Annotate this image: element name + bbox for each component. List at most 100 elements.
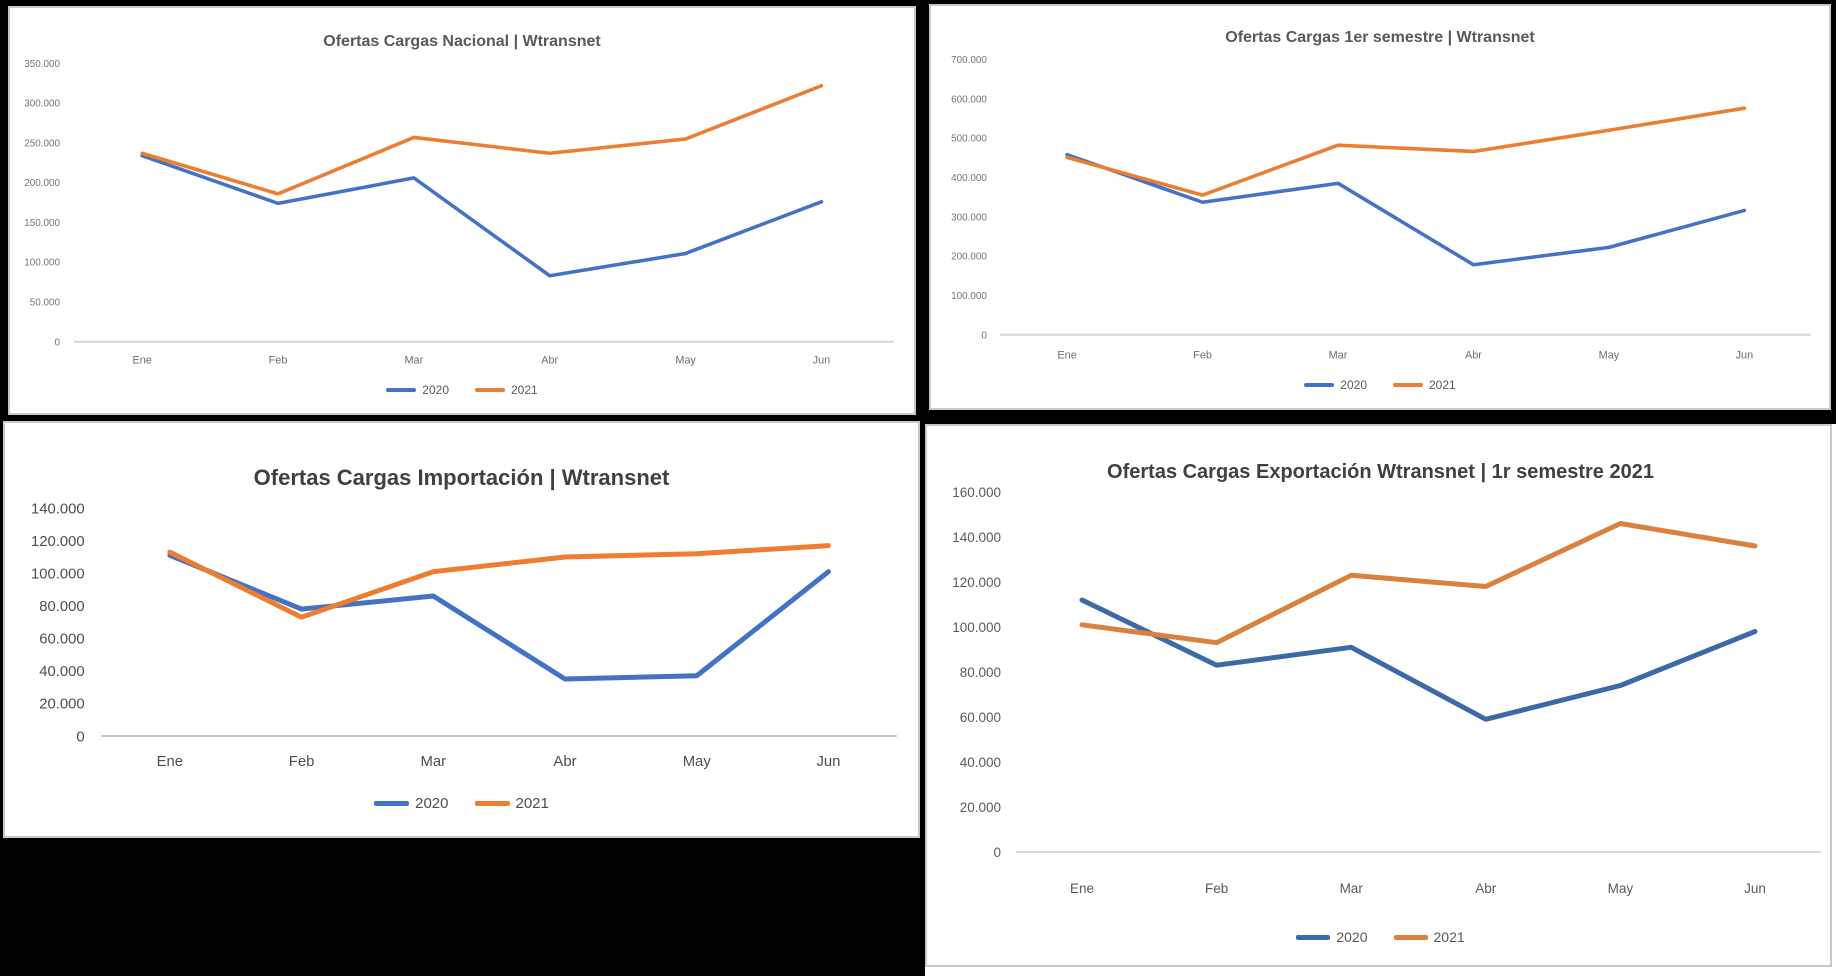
chart-legend: 2020 2021 <box>925 929 1836 945</box>
x-axis-label: Mar <box>1340 881 1364 896</box>
x-axis-label: May <box>683 754 712 770</box>
x-axis-label: Mar <box>405 354 424 366</box>
importacion-line-plot: 0 20.000 40.000 60.000 80.000 100.000 120.000 1… <box>31 502 897 770</box>
series-line-2020 <box>1079 597 1758 722</box>
y-tick-label: 0 <box>993 845 1001 860</box>
legend-swatch-2021 <box>475 388 505 392</box>
semestre-line-plot: 0 100.000 200.000 300.000 400.000 500.000 600.… <box>951 55 1811 361</box>
legend-item-2020: 2020 <box>1304 378 1367 392</box>
y-tick-label: 20.000 <box>960 800 1001 815</box>
chart-card-1er-semestre[interactable]: 0 100.000 200.000 300.000 400.000 500.000 600.… <box>929 4 1831 410</box>
x-axis-label: Abr <box>541 354 558 366</box>
y-tick-label: 100.000 <box>952 620 1001 635</box>
legend-item-2021: 2021 <box>474 795 549 812</box>
x-axis-label: Abr <box>1475 881 1497 896</box>
legend-item-2020: 2020 <box>1296 929 1368 945</box>
y-tick-label: 140.000 <box>31 502 85 518</box>
y-tick-label: 80.000 <box>960 665 1001 680</box>
legend-label: 2020 <box>1336 929 1368 945</box>
chart-legend: 2020 2021 <box>5 795 918 812</box>
legend-label: 2020 <box>422 383 449 397</box>
legend-label: 2020 <box>1340 378 1367 392</box>
legend-swatch-2021 <box>1393 383 1423 387</box>
chart-card-nacional[interactable]: 0 50.000 100.000 150.000 200.000 250.000 300.0… <box>8 6 916 415</box>
x-axis-label: Jun <box>813 354 831 366</box>
y-tick-label: 600.000 <box>951 94 987 105</box>
x-axis-label: Ene <box>1070 881 1094 896</box>
legend-swatch-2021 <box>1393 934 1428 940</box>
x-axis-label: Feb <box>289 754 315 770</box>
y-tick-label: 300.000 <box>951 212 987 223</box>
y-tick-label: 150.000 <box>24 218 60 229</box>
y-tick-label: 50.000 <box>30 298 61 309</box>
y-tick-label: 400.000 <box>951 173 987 184</box>
series-line-2021 <box>1065 106 1747 197</box>
y-tick-label: 80.000 <box>39 599 84 615</box>
nacional-line-plot: 0 50.000 100.000 150.000 200.000 250.000 300.0… <box>24 59 894 366</box>
y-tick-label: 40.000 <box>39 664 84 680</box>
exportacion-line-plot: 0 20.000 40.000 60.000 80.000 100.000 120.000 1… <box>952 485 1821 896</box>
x-axis-label: Ene <box>1057 349 1076 361</box>
chart-card-exportacion[interactable]: 0 20.000 40.000 60.000 80.000 100.000 120.000 1… <box>925 424 1836 976</box>
x-axis-label: Ene <box>157 754 183 770</box>
y-tick-label: 140.000 <box>952 530 1001 545</box>
y-tick-label: 250.000 <box>24 139 60 150</box>
series-line-2020 <box>167 552 831 682</box>
x-axis-label: May <box>675 354 696 366</box>
legend-swatch-2020 <box>1304 383 1335 387</box>
x-axis-label: Mar <box>420 754 446 770</box>
chart-title: Ofertas Cargas Importación | Wtransnet <box>253 465 670 491</box>
y-tick-label: 500.000 <box>951 134 987 145</box>
y-tick-label: 200.000 <box>24 178 60 189</box>
x-axis-label: May <box>1608 881 1634 896</box>
y-tick-label: 0 <box>76 729 84 745</box>
series-line-2021 <box>167 543 831 620</box>
y-tick-label: 100.000 <box>24 258 60 269</box>
legend-item-2021: 2021 <box>1393 378 1456 392</box>
y-tick-label: 120.000 <box>952 575 1001 590</box>
chart-legend: 2020 2021 <box>931 378 1829 392</box>
y-tick-label: 0 <box>54 337 60 348</box>
y-tick-label: 60.000 <box>39 632 84 648</box>
y-tick-label: 20.000 <box>39 697 84 713</box>
y-tick-label: 0 <box>981 330 987 341</box>
x-axis-label: Jun <box>816 754 840 770</box>
legend-swatch-2020 <box>1296 934 1331 940</box>
x-axis-label: Feb <box>1205 881 1228 896</box>
y-tick-label: 200.000 <box>951 252 987 263</box>
chart-frame <box>925 424 1832 967</box>
chart-legend: 2020 2021 <box>10 383 914 397</box>
series-line-2021 <box>140 83 824 196</box>
x-axis-label: May <box>1599 349 1620 361</box>
y-tick-label: 120.000 <box>31 534 85 550</box>
legend-item-2021: 2021 <box>1393 929 1465 945</box>
series-line-2020 <box>140 153 824 278</box>
legend-item-2020: 2020 <box>374 795 449 812</box>
legend-item-2021: 2021 <box>475 383 538 397</box>
chart-title: Ofertas Cargas Nacional | Wtransnet <box>323 33 601 51</box>
y-tick-label: 40.000 <box>960 755 1001 770</box>
x-axis-label: Feb <box>1193 349 1212 361</box>
chart-title: Ofertas Cargas Exportación Wtransnet | 1… <box>1107 460 1654 483</box>
x-axis-label: Jun <box>1736 349 1754 361</box>
x-axis-label: Mar <box>1329 349 1348 361</box>
legend-swatch-2020 <box>374 801 410 806</box>
y-tick-label: 700.000 <box>951 55 987 66</box>
legend-label: 2021 <box>1429 378 1456 392</box>
series-line-2020 <box>1065 152 1747 267</box>
legend-label: 2021 <box>515 795 549 812</box>
series-line-2021 <box>1079 521 1758 646</box>
legend-label: 2021 <box>511 383 538 397</box>
legend-label: 2020 <box>415 795 449 812</box>
legend-swatch-2021 <box>474 801 510 806</box>
y-tick-label: 100.000 <box>951 291 987 302</box>
x-axis-label: Jun <box>1744 881 1766 896</box>
legend-swatch-2020 <box>386 388 417 392</box>
legend-item-2020: 2020 <box>386 383 449 397</box>
x-axis-label: Ene <box>132 354 151 366</box>
y-tick-label: 350.000 <box>24 59 60 70</box>
y-tick-label: 160.000 <box>952 485 1001 500</box>
y-tick-label: 60.000 <box>960 710 1001 725</box>
chart-card-importacion[interactable]: 0 20.000 40.000 60.000 80.000 100.000 120.000 1… <box>3 421 920 838</box>
